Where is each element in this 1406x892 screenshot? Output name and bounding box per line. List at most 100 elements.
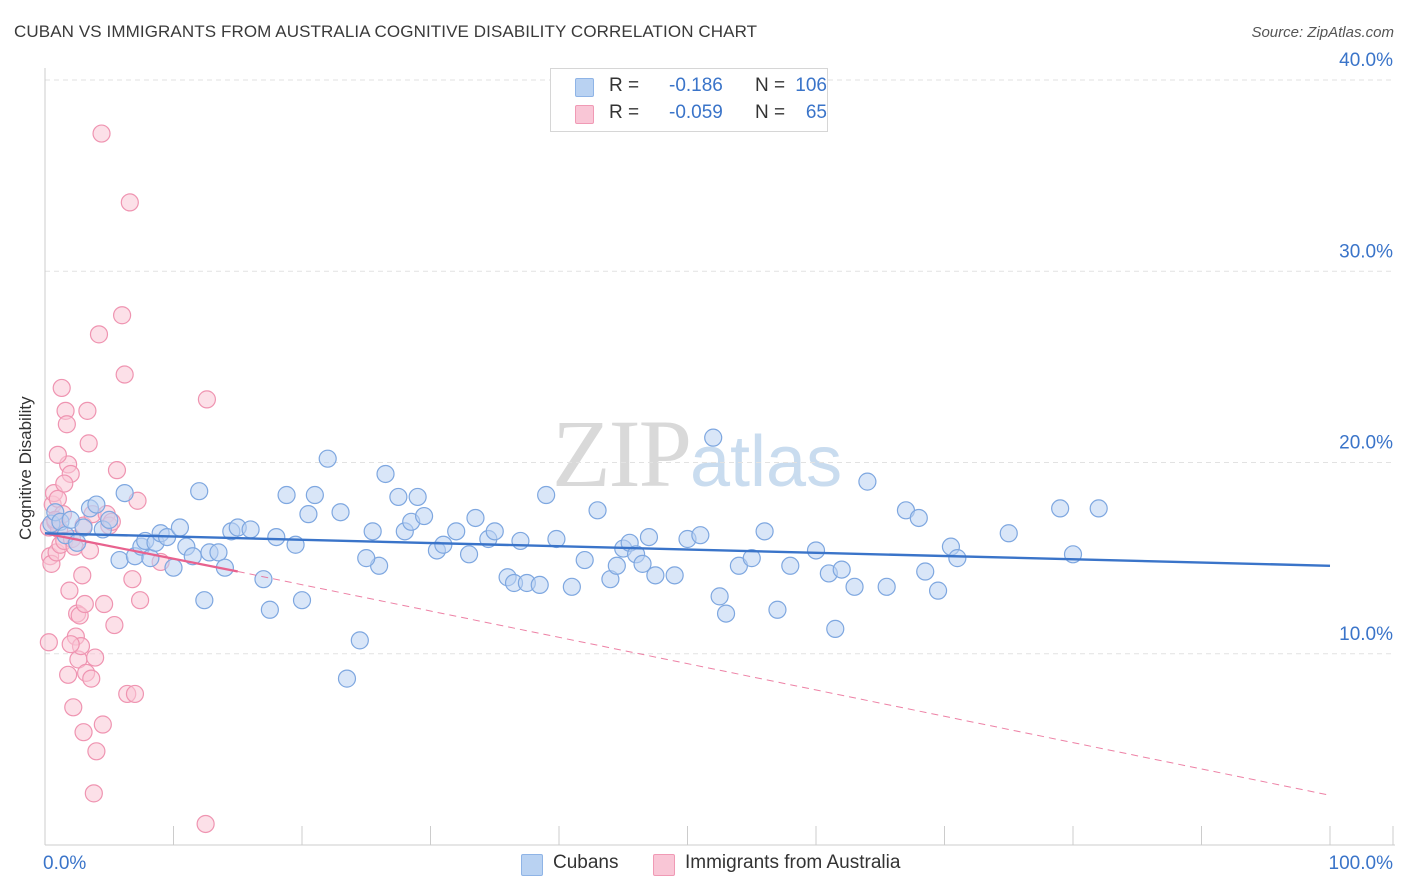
- point-cubans: [357, 549, 376, 568]
- point-australia: [112, 306, 132, 325]
- point-cubans: [742, 549, 761, 568]
- point-cubans: [948, 549, 967, 568]
- point-australia: [130, 591, 150, 610]
- point-cubans: [530, 575, 549, 595]
- point-australia: [86, 648, 105, 667]
- legend-n-label: N =: [755, 75, 786, 96]
- point-cubans: [459, 545, 479, 564]
- point-cubans: [466, 508, 485, 528]
- point-cubans: [845, 577, 864, 596]
- point-australia: [75, 594, 94, 614]
- point-cubans: [299, 505, 318, 524]
- point-cubans: [547, 529, 566, 549]
- legend-r-label: R =: [609, 75, 640, 96]
- series-swatch-cubans: [521, 854, 543, 876]
- point-cubans: [691, 526, 710, 545]
- point-cubans: [267, 527, 286, 547]
- y-axis-label: Cognitive Disability: [16, 396, 35, 540]
- point-cubans: [414, 506, 434, 526]
- legend-r-value: -0.059: [669, 102, 723, 123]
- point-cubans: [350, 631, 369, 650]
- point-cubans: [292, 591, 312, 610]
- correlation-legend: R = -0.186 N = 106 R = -0.059 N = 65: [550, 68, 828, 132]
- y-tick-label: 40.0%: [1339, 50, 1393, 71]
- point-cubans: [376, 464, 395, 484]
- point-australia: [59, 665, 78, 684]
- x-tick-label-max: 100.0%: [1329, 853, 1394, 874]
- point-cubans: [607, 556, 626, 575]
- point-cubans: [511, 531, 530, 551]
- point-australia: [120, 193, 139, 212]
- point-cubans: [999, 524, 1018, 543]
- point-cubans: [110, 550, 129, 570]
- legend-swatch-australia: [575, 105, 594, 124]
- point-australia: [57, 415, 76, 434]
- point-cubans: [115, 484, 134, 503]
- legend-n-label: N =: [755, 102, 786, 123]
- legend-r-value: -0.186: [669, 75, 723, 96]
- point-cubans: [781, 556, 800, 575]
- y-tick-label: 20.0%: [1339, 433, 1393, 454]
- point-australia: [197, 390, 217, 409]
- point-australia: [64, 698, 83, 717]
- point-cubans: [277, 485, 296, 505]
- y-tick-label: 10.0%: [1339, 624, 1393, 645]
- point-cubans: [646, 566, 665, 585]
- point-cubans: [74, 518, 93, 537]
- point-cubans: [170, 518, 190, 537]
- point-cubans: [537, 485, 556, 505]
- point-australia: [107, 461, 127, 480]
- x-tick-label-min: 0.0%: [43, 853, 86, 874]
- point-australia: [48, 445, 67, 464]
- trend-line-cubans: [44, 532, 1331, 567]
- point-cubans: [575, 550, 594, 570]
- point-cubans: [826, 619, 845, 638]
- point-cubans: [254, 570, 273, 589]
- point-australia: [60, 581, 79, 600]
- point-cubans: [755, 522, 774, 541]
- point-cubans: [209, 543, 228, 562]
- series-legend: Cubans Immigrants from Australia: [0, 852, 1406, 878]
- point-australia: [73, 566, 92, 585]
- point-cubans: [716, 604, 736, 623]
- point-cubans: [909, 508, 928, 528]
- point-cubans: [408, 487, 427, 507]
- point-cubans: [305, 485, 324, 505]
- point-cubans: [100, 510, 119, 529]
- point-cubans: [665, 566, 684, 585]
- point-australia: [78, 401, 97, 420]
- legend-n-value: 65: [805, 102, 827, 123]
- point-cubans: [164, 558, 183, 577]
- y-tick-label: 30.0%: [1339, 241, 1393, 262]
- series-label-australia: Immigrants from Australia: [685, 852, 901, 873]
- source-credit: Source: ZipAtlas.com: [1251, 24, 1394, 41]
- point-cubans: [485, 522, 504, 541]
- point-australia: [93, 715, 112, 734]
- series-swatch-australia: [653, 854, 675, 876]
- point-cubans: [318, 449, 337, 468]
- point-australia: [125, 684, 145, 704]
- point-cubans: [434, 535, 453, 554]
- point-cubans: [241, 520, 260, 539]
- point-australia: [74, 723, 93, 742]
- point-australia: [84, 784, 103, 803]
- point-cubans: [928, 581, 948, 600]
- trend-line-australia: [44, 532, 238, 573]
- point-australia: [79, 434, 98, 453]
- point-cubans: [858, 472, 877, 491]
- point-cubans: [877, 577, 896, 596]
- point-australia: [61, 635, 80, 654]
- point-cubans: [588, 501, 607, 520]
- point-australia: [115, 365, 134, 384]
- point-australia: [55, 474, 74, 493]
- point-australia: [89, 325, 109, 344]
- legend-r-label: R =: [609, 102, 640, 123]
- point-cubans: [639, 527, 659, 547]
- point-cubans: [363, 522, 382, 541]
- point-australia: [95, 594, 114, 614]
- point-cubans: [68, 533, 87, 552]
- legend-swatch-cubans: [575, 78, 594, 97]
- point-cubans: [190, 482, 209, 501]
- point-cubans: [710, 587, 729, 606]
